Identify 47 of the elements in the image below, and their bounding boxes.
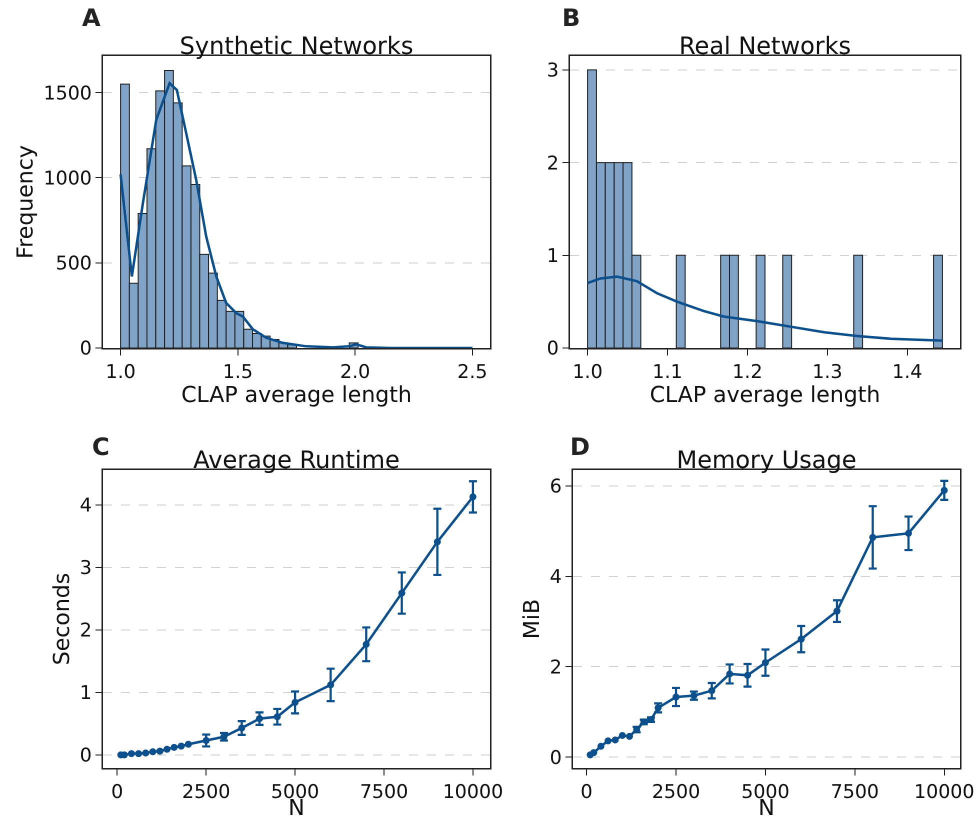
x-tick-label: 1.0 xyxy=(105,361,136,384)
y-tick-label: 2 xyxy=(546,152,559,174)
y-tick-label: 3 xyxy=(80,557,92,580)
y-tick-label: 0 xyxy=(80,744,92,767)
y-tick-label: 3 xyxy=(546,60,559,82)
x-tick-label: 2500 xyxy=(182,781,230,804)
x-tick-label: 10000 xyxy=(914,781,974,804)
chart-title: Synthetic Networks xyxy=(180,32,414,60)
y-tick-label: 4 xyxy=(80,494,92,517)
x-tick-label: 1.2 xyxy=(732,361,763,384)
y-tick-label: 1000 xyxy=(44,167,92,190)
text: B xyxy=(562,4,580,32)
x-tick-label: 1.4 xyxy=(892,361,922,384)
x-tick-label: 7500 xyxy=(830,781,880,804)
y-tick-label: 1500 xyxy=(44,82,92,104)
y-tick-label: 1 xyxy=(80,682,92,704)
x-axis-title: CLAP average length xyxy=(650,383,880,408)
chart-title: Average Runtime xyxy=(193,446,400,474)
x-tick-label: 2.0 xyxy=(340,361,370,384)
text: A xyxy=(82,4,101,32)
x-tick-label: 7500 xyxy=(360,781,408,804)
x-tick-label: 10000 xyxy=(442,781,504,804)
chart-title: Memory Usage xyxy=(676,446,857,474)
y-tick-label: 0 xyxy=(546,338,559,360)
y-tick-label: 0 xyxy=(550,746,562,769)
chart-title: Real Networks xyxy=(678,32,852,60)
x-tick-label: 0 xyxy=(580,781,593,804)
text: D xyxy=(570,433,590,461)
x-tick-label: 0 xyxy=(111,781,124,804)
y-axis-title: MiB xyxy=(520,598,545,640)
y-tick-label: 500 xyxy=(56,252,92,275)
y-axis-title: Frequency xyxy=(13,145,38,259)
x-tick-label: 1.1 xyxy=(652,361,683,384)
x-tick-label: 2.5 xyxy=(457,361,488,384)
x-tick-label: 1.3 xyxy=(812,361,842,384)
x-tick-label: 1.0 xyxy=(572,361,603,384)
text: C xyxy=(92,433,110,461)
x-axis-title: CLAP average length xyxy=(181,383,412,408)
y-tick-label: 1 xyxy=(546,244,559,267)
y-tick-label: 2 xyxy=(80,620,92,642)
y-axis-title: Seconds xyxy=(50,572,75,666)
x-tick-label: 1.5 xyxy=(222,361,253,384)
y-tick-label: 4 xyxy=(550,566,562,588)
y-tick-label: 6 xyxy=(550,475,562,498)
x-tick-label: 2500 xyxy=(652,781,700,804)
y-tick-label: 0 xyxy=(80,338,92,360)
y-tick-label: 2 xyxy=(550,656,562,678)
